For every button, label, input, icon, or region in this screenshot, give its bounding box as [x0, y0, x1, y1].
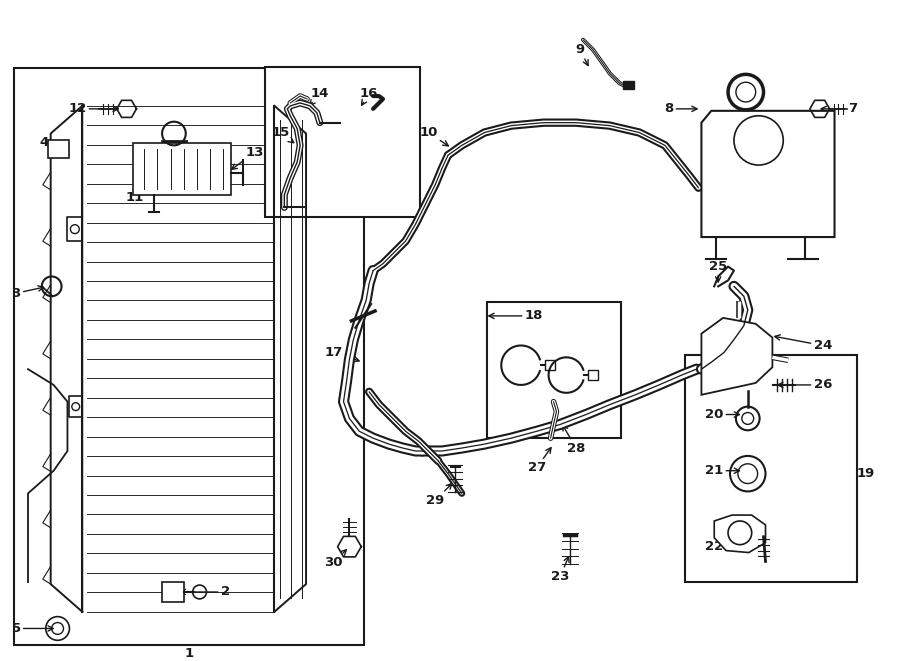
Bar [685, 356, 857, 582]
Text: 22: 22 [705, 540, 743, 553]
Text: 3: 3 [12, 286, 43, 299]
Text: 7: 7 [821, 102, 857, 116]
Text: 5: 5 [12, 622, 53, 635]
Text: 14: 14 [310, 87, 329, 106]
Text: 24: 24 [775, 335, 832, 352]
Polygon shape [715, 515, 766, 553]
Bar [588, 370, 598, 380]
Text: 8: 8 [664, 102, 698, 116]
Text: 19: 19 [857, 467, 875, 480]
Bar [623, 81, 634, 89]
Text: 2: 2 [180, 586, 230, 598]
Text: 4: 4 [40, 136, 67, 153]
Bar [162, 582, 184, 602]
Text: 30: 30 [324, 550, 346, 569]
Text: 11: 11 [125, 188, 162, 204]
Text: 21: 21 [705, 464, 740, 477]
Text: 28: 28 [562, 425, 585, 455]
Text: 12: 12 [68, 102, 118, 116]
Text: 6: 6 [748, 223, 800, 237]
Text: 15: 15 [271, 126, 293, 143]
Bar [48, 140, 69, 158]
Bar [132, 143, 231, 194]
Bar [544, 360, 554, 370]
Text: 27: 27 [527, 447, 551, 474]
Text: 17: 17 [325, 346, 359, 362]
Text: 9: 9 [576, 43, 588, 65]
Text: 20: 20 [705, 408, 740, 421]
Text: 18: 18 [489, 309, 543, 323]
Text: 26: 26 [778, 379, 832, 391]
Polygon shape [701, 111, 834, 237]
Text: 10: 10 [419, 126, 448, 146]
Polygon shape [701, 318, 772, 395]
Bar [265, 67, 420, 217]
Text: 1: 1 [184, 646, 194, 660]
Text: 23: 23 [551, 557, 570, 583]
Bar [14, 69, 364, 645]
Text: 25: 25 [709, 260, 727, 282]
Bar [488, 302, 621, 438]
Text: 16: 16 [360, 87, 378, 105]
Text: 13: 13 [231, 145, 264, 169]
Text: 29: 29 [426, 484, 452, 507]
